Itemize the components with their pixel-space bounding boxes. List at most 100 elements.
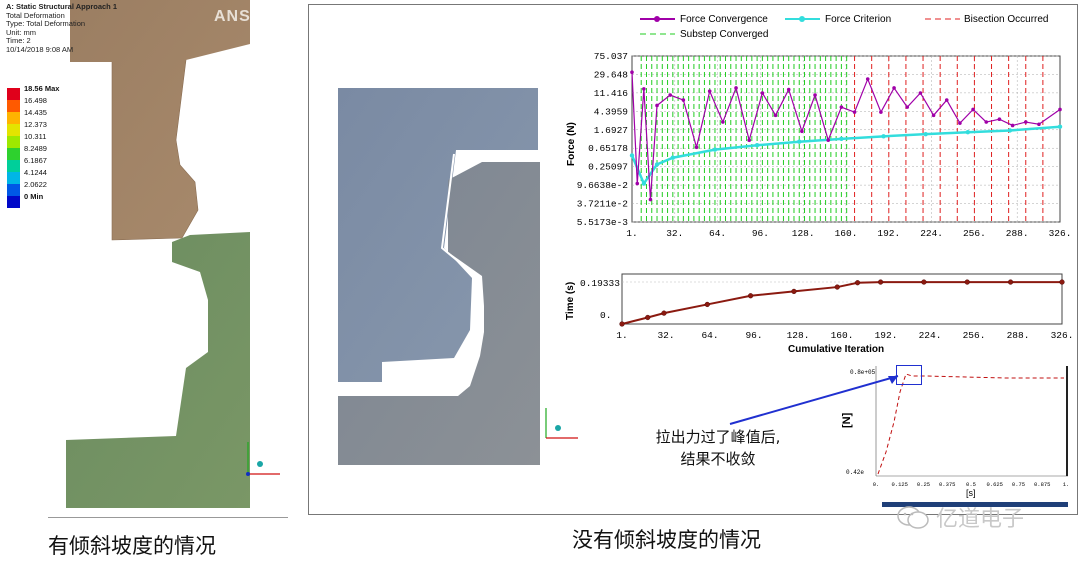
time-point: [854, 280, 861, 286]
legend-label-9: 0 Min: [24, 192, 44, 201]
watermark: 亿道电子: [896, 502, 1024, 532]
force-convergence-point: [839, 105, 844, 109]
force-xtick-label: 326.: [1049, 228, 1072, 239]
small-xtick-label: 0.: [873, 481, 880, 488]
info-line-6: 10/14/2018 9:08 AM: [6, 44, 74, 54]
force-criterion-point: [839, 136, 844, 142]
time-point: [921, 279, 927, 285]
legend-text-convergence: Force Convergence: [680, 14, 768, 25]
legend-swatch-3: [7, 124, 20, 136]
force-convergence-point: [694, 145, 699, 150]
time-point: [619, 321, 625, 327]
force-convergence-point: [1023, 120, 1028, 124]
time-point: [877, 279, 884, 285]
force-convergence-point: [760, 91, 765, 95]
force-convergence-point: [918, 91, 923, 95]
left-caption: 有倾斜坡度的情况: [48, 534, 216, 558]
left-model-geometry: [66, 0, 250, 508]
legend-label-0: 18.56 Max: [24, 84, 60, 93]
time-ylabel: Time (s): [565, 282, 576, 320]
legend-label-2: 14.435: [24, 108, 47, 117]
force-convergence-point: [635, 181, 640, 186]
force-ytick-label: 11.416: [594, 88, 629, 99]
force-convergence-point: [971, 107, 975, 112]
time-point: [1059, 279, 1065, 285]
force-criterion-point: [881, 134, 886, 139]
force-xtick-label: 1.: [626, 228, 637, 239]
legend-swatch-2: [7, 112, 20, 124]
small-xtick-label: 0.375: [939, 481, 956, 488]
wechat-icon: [897, 506, 929, 529]
force-ytick-label: 75.037: [594, 51, 628, 62]
time-xtick-label: 32.: [657, 330, 674, 341]
small-xlabel: [s]: [966, 488, 976, 498]
legend-swatch-6: [7, 160, 20, 172]
force-criterion-point: [797, 139, 802, 144]
force-convergence-point: [630, 70, 634, 75]
right-caption: 没有倾斜坡度的情况: [572, 528, 761, 552]
small-ytick-top: 0.8e+05: [850, 369, 876, 376]
legend-marker-convergence: [654, 16, 660, 22]
force-convergence-point: [747, 138, 752, 143]
force-criterion-point: [641, 181, 647, 186]
force-xticks: 1. 32. 64. 96. 128. 160. 192. 224. 256. 288. 326.: [626, 228, 1071, 239]
force-convergence-point: [668, 93, 672, 97]
small-xtick-label: 0.75: [1012, 481, 1025, 488]
force-ytick-label: 9.6638e-2: [577, 180, 629, 191]
legend-label-6: 6.1867: [24, 156, 47, 165]
time-xtick-label: 224.: [919, 330, 942, 341]
left-axis-triad-icon: [246, 442, 280, 476]
force-convergence-point: [931, 113, 936, 118]
time-point: [964, 279, 970, 285]
small-xtick-label: 0.875: [1034, 481, 1051, 488]
force-convergence-point: [813, 93, 817, 97]
force-xtick-label: 96.: [752, 228, 769, 239]
color-legend: 18.56 Max 16.498 14.435 12.373 10.311 8.…: [0, 84, 90, 212]
time-ytick-bottom: 0.: [600, 310, 611, 321]
force-ytick-label: 29.648: [594, 69, 629, 80]
small-xtick-label: 0.125: [891, 481, 908, 488]
legend-label-3: 12.373: [24, 120, 47, 129]
left-blue-body: [338, 88, 538, 382]
legend-swatch-9: [7, 196, 20, 208]
annotation-line-2: 结果不收敛: [680, 450, 756, 468]
force-convergence-point: [997, 117, 1002, 122]
time-xtick-label: 96.: [745, 330, 762, 341]
small-force-series: [877, 373, 1064, 475]
time-point: [1007, 279, 1014, 285]
force-xtick-label: 192.: [877, 228, 900, 239]
info-line-5: Time: 2: [6, 36, 31, 46]
force-xtick-label: 64.: [709, 228, 726, 239]
force-xtick-label: 128.: [792, 228, 815, 239]
force-ytick-label: 0.65178: [588, 143, 628, 154]
force-convergence-point: [655, 103, 659, 108]
left-divider: [48, 517, 288, 518]
info-line-2: Total Deformation: [6, 10, 65, 20]
force-ytick-label: 0.25097: [588, 162, 628, 173]
time-ytick-top: 0.19333: [580, 278, 620, 289]
time-point: [704, 301, 710, 308]
right-gray-body: [338, 162, 540, 465]
force-convergence-point: [826, 138, 831, 143]
force-convergence-point: [892, 86, 896, 90]
force-convergence-point: [852, 110, 857, 114]
legend-swatch-1: [7, 100, 20, 112]
small-xtick-label: 0.25: [917, 481, 930, 488]
info-block: A: Static Structural Approach 1 Total De…: [6, 2, 117, 55]
force-convergence-point: [707, 89, 712, 93]
upper-tan-body: [70, 0, 250, 240]
legend-marker-criterion: [799, 16, 805, 22]
force-xtick-label: 224.: [920, 228, 943, 239]
force-convergence-point: [786, 87, 791, 92]
annotation-line-1: 拉出力过了峰值后,: [655, 428, 781, 446]
small-xticks: 0. 0.125 0.25 0.375 0.5 0.625 0.75 0.875 1.: [873, 481, 1070, 488]
force-convergence-point: [734, 86, 738, 90]
small-ytick-bottom: 0.42e: [846, 469, 864, 476]
peak-highlight-box: [896, 365, 922, 385]
force-convergence-point: [648, 197, 653, 202]
legend-text-substep: Substep Converged: [680, 29, 768, 40]
legend-label-8: 2.0622: [24, 180, 47, 189]
legend-swatch-7: [7, 172, 20, 184]
force-convergence-point: [800, 129, 804, 134]
force-convergence-point: [905, 105, 910, 109]
